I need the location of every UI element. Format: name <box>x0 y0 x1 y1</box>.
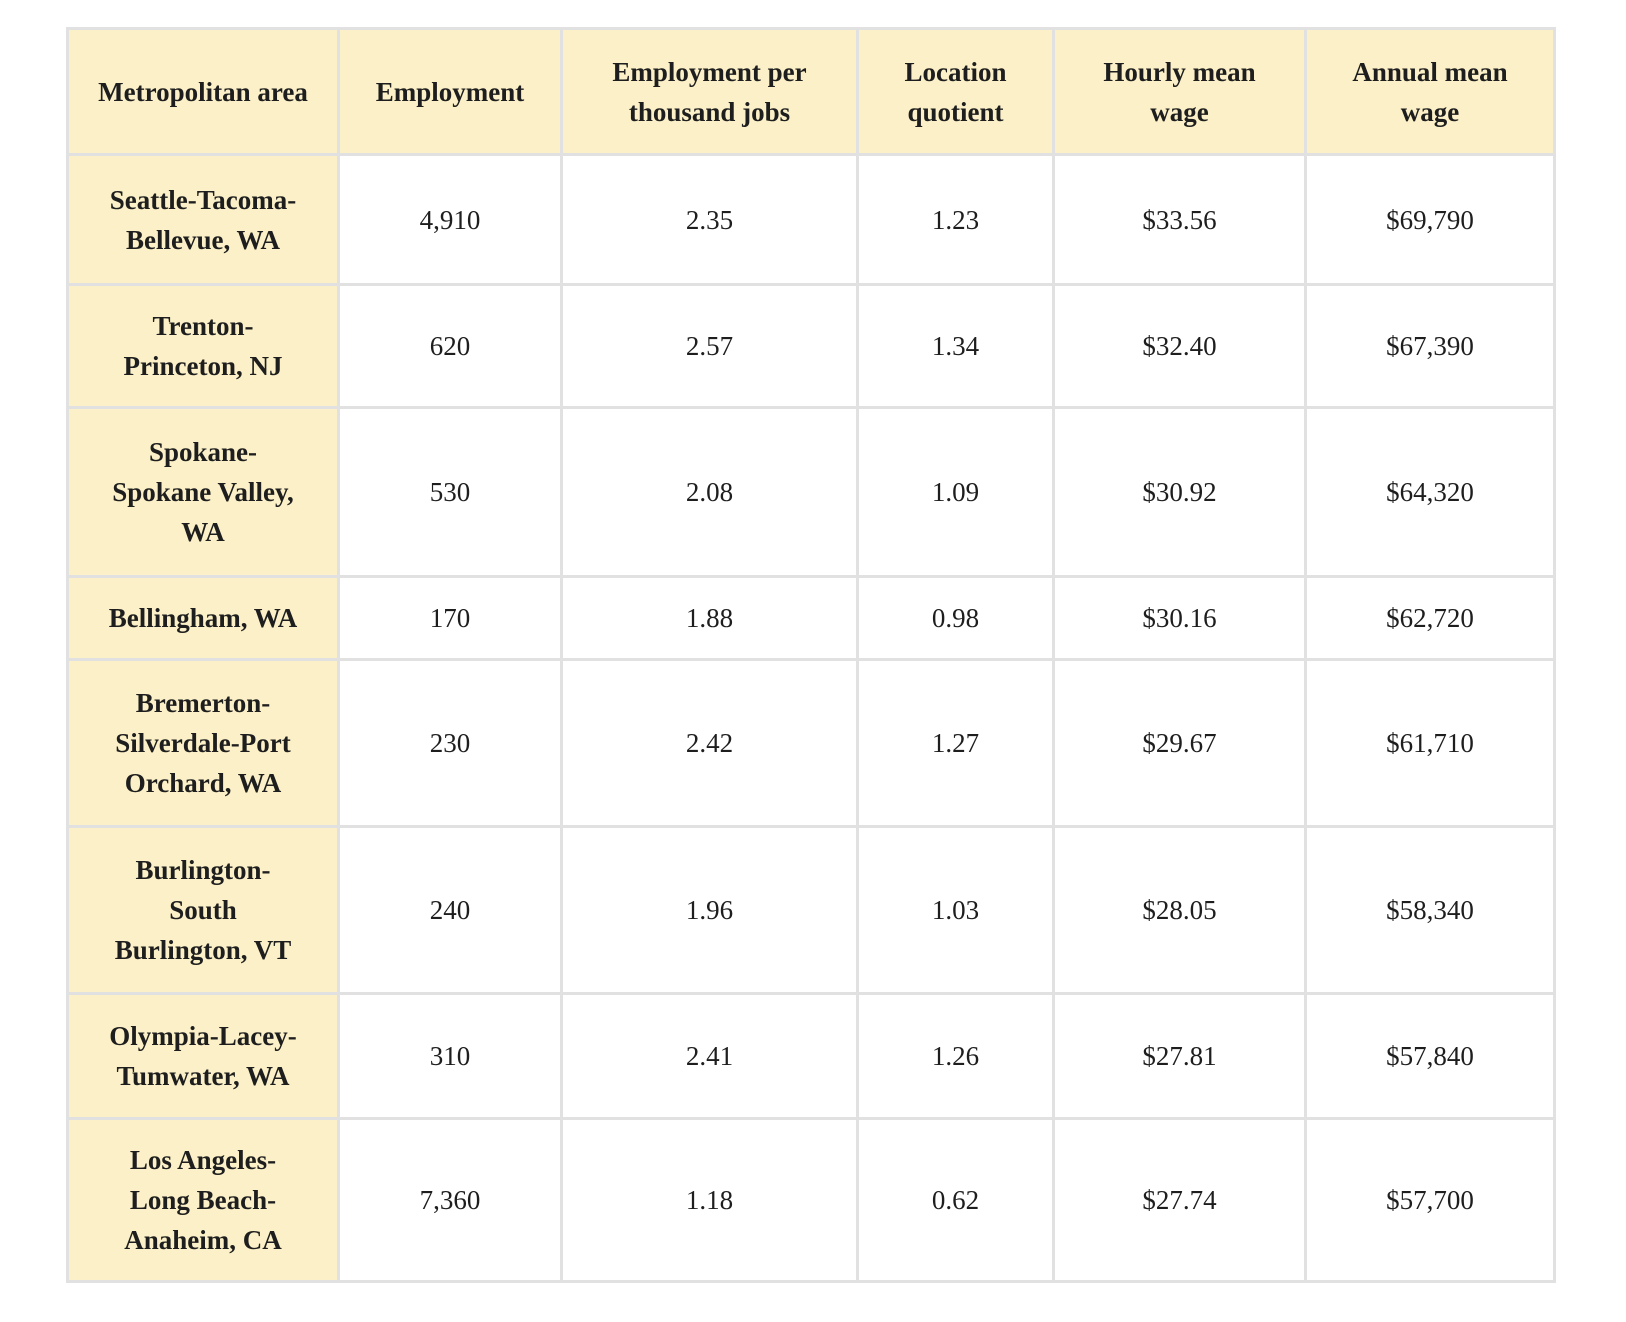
cell-annual-mean-wage: $61,710 <box>1304 658 1556 828</box>
cell-annual-mean-wage: $57,700 <box>1304 1117 1556 1283</box>
cell-hourly-mean-wage: $30.92 <box>1052 406 1307 578</box>
column-header-hourly-mean-wage: Hourly mean wage <box>1052 27 1307 156</box>
table-row: Spokane-Spokane Valley, WA 530 2.08 1.09… <box>66 406 1556 578</box>
cell-metro-area: Trenton-Princeton, NJ <box>66 283 340 409</box>
cell-metro-area: Bellingham, WA <box>66 575 340 661</box>
cell-hourly-mean-wage: $32.40 <box>1052 283 1307 409</box>
cell-annual-mean-wage: $67,390 <box>1304 283 1556 409</box>
cell-location-quotient: 0.98 <box>856 575 1055 661</box>
cell-employment-per-thousand: 1.88 <box>560 575 859 661</box>
cell-hourly-mean-wage: $27.74 <box>1052 1117 1307 1283</box>
cell-employment-per-thousand: 2.42 <box>560 658 859 828</box>
cell-location-quotient: 1.23 <box>856 153 1055 286</box>
cell-location-quotient: 1.34 <box>856 283 1055 409</box>
cell-annual-mean-wage: $62,720 <box>1304 575 1556 661</box>
cell-hourly-mean-wage: $28.05 <box>1052 825 1307 995</box>
cell-employment-per-thousand: 1.18 <box>560 1117 859 1283</box>
cell-employment-per-thousand: 2.41 <box>560 992 859 1120</box>
column-header-employment: Employment <box>337 27 563 156</box>
cell-location-quotient: 1.27 <box>856 658 1055 828</box>
cell-employment: 230 <box>337 658 563 828</box>
cell-annual-mean-wage: $69,790 <box>1304 153 1556 286</box>
table-row: Olympia-Lacey-Tumwater, WA 310 2.41 1.26… <box>66 992 1556 1120</box>
cell-employment: 170 <box>337 575 563 661</box>
cell-location-quotient: 1.09 <box>856 406 1055 578</box>
cell-employment: 4,910 <box>337 153 563 286</box>
cell-hourly-mean-wage: $30.16 <box>1052 575 1307 661</box>
column-header-annual-mean-wage: Annual mean wage <box>1304 27 1556 156</box>
cell-metro-area: Bremerton-Silverdale-Port Orchard, WA <box>66 658 340 828</box>
table-row: Trenton-Princeton, NJ 620 2.57 1.34 $32.… <box>66 283 1556 409</box>
cell-employment: 620 <box>337 283 563 409</box>
cell-employment: 530 <box>337 406 563 578</box>
cell-employment-per-thousand: 2.57 <box>560 283 859 409</box>
cell-location-quotient: 1.26 <box>856 992 1055 1120</box>
cell-hourly-mean-wage: $33.56 <box>1052 153 1307 286</box>
cell-metro-area: Seattle-Tacoma-Bellevue, WA <box>66 153 340 286</box>
table-header-row: Metropolitan area Employment Employment … <box>66 27 1556 156</box>
cell-employment-per-thousand: 2.08 <box>560 406 859 578</box>
cell-hourly-mean-wage: $27.81 <box>1052 992 1307 1120</box>
cell-metro-area: Burlington-South Burlington, VT <box>66 825 340 995</box>
cell-metro-area: Olympia-Lacey-Tumwater, WA <box>66 992 340 1120</box>
table-row: Bremerton-Silverdale-Port Orchard, WA 23… <box>66 658 1556 828</box>
cell-metro-area: Los Angeles-Long Beach-Anaheim, CA <box>66 1117 340 1283</box>
column-header-location-quotient: Location quotient <box>856 27 1055 156</box>
table-row: Seattle-Tacoma-Bellevue, WA 4,910 2.35 1… <box>66 153 1556 286</box>
cell-annual-mean-wage: $58,340 <box>1304 825 1556 995</box>
cell-metro-area: Spokane-Spokane Valley, WA <box>66 406 340 578</box>
cell-annual-mean-wage: $64,320 <box>1304 406 1556 578</box>
metro-area-wage-table: Metropolitan area Employment Employment … <box>66 27 1556 1283</box>
cell-employment-per-thousand: 2.35 <box>560 153 859 286</box>
cell-employment: 310 <box>337 992 563 1120</box>
table-row: Los Angeles-Long Beach-Anaheim, CA 7,360… <box>66 1117 1556 1283</box>
cell-employment-per-thousand: 1.96 <box>560 825 859 995</box>
cell-annual-mean-wage: $57,840 <box>1304 992 1556 1120</box>
table-row: Burlington-South Burlington, VT 240 1.96… <box>66 825 1556 995</box>
column-header-employment-per-thousand-jobs: Employment per thousand jobs <box>560 27 859 156</box>
cell-hourly-mean-wage: $29.67 <box>1052 658 1307 828</box>
cell-location-quotient: 0.62 <box>856 1117 1055 1283</box>
table-row: Bellingham, WA 170 1.88 0.98 $30.16 $62,… <box>66 575 1556 661</box>
cell-employment: 7,360 <box>337 1117 563 1283</box>
cell-location-quotient: 1.03 <box>856 825 1055 995</box>
cell-employment: 240 <box>337 825 563 995</box>
column-header-metropolitan-area: Metropolitan area <box>66 27 340 156</box>
